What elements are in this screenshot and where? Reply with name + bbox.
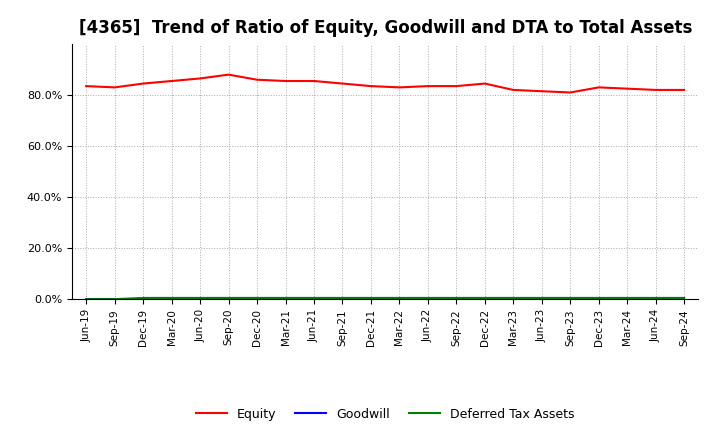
Equity bbox=[282, 78, 290, 84]
Equity bbox=[423, 84, 432, 89]
Goodwill bbox=[338, 297, 347, 302]
Deferred Tax Assets bbox=[82, 297, 91, 302]
Equity bbox=[196, 76, 204, 81]
Deferred Tax Assets bbox=[366, 295, 375, 301]
Deferred Tax Assets bbox=[595, 295, 603, 301]
Equity bbox=[566, 90, 575, 95]
Equity bbox=[595, 85, 603, 90]
Goodwill bbox=[282, 297, 290, 302]
Goodwill bbox=[652, 297, 660, 302]
Goodwill bbox=[196, 297, 204, 302]
Deferred Tax Assets bbox=[566, 295, 575, 301]
Equity bbox=[110, 85, 119, 90]
Deferred Tax Assets bbox=[537, 295, 546, 301]
Goodwill bbox=[623, 297, 631, 302]
Deferred Tax Assets bbox=[139, 295, 148, 301]
Deferred Tax Assets bbox=[452, 295, 461, 301]
Equity bbox=[680, 87, 688, 92]
Goodwill bbox=[452, 297, 461, 302]
Deferred Tax Assets bbox=[395, 295, 404, 301]
Line: Deferred Tax Assets: Deferred Tax Assets bbox=[86, 298, 684, 299]
Equity bbox=[623, 86, 631, 92]
Goodwill bbox=[423, 297, 432, 302]
Equity bbox=[480, 81, 489, 86]
Deferred Tax Assets bbox=[196, 295, 204, 301]
Equity bbox=[452, 84, 461, 89]
Deferred Tax Assets bbox=[680, 295, 688, 301]
Deferred Tax Assets bbox=[509, 295, 518, 301]
Deferred Tax Assets bbox=[338, 295, 347, 301]
Deferred Tax Assets bbox=[282, 295, 290, 301]
Goodwill bbox=[595, 297, 603, 302]
Goodwill bbox=[680, 297, 688, 302]
Goodwill bbox=[537, 297, 546, 302]
Equity bbox=[338, 81, 347, 86]
Equity bbox=[82, 84, 91, 89]
Title: [4365]  Trend of Ratio of Equity, Goodwill and DTA to Total Assets: [4365] Trend of Ratio of Equity, Goodwil… bbox=[78, 19, 692, 37]
Goodwill bbox=[110, 297, 119, 302]
Equity bbox=[310, 78, 318, 84]
Goodwill bbox=[395, 297, 404, 302]
Line: Equity: Equity bbox=[86, 75, 684, 92]
Equity bbox=[366, 84, 375, 89]
Deferred Tax Assets bbox=[225, 295, 233, 301]
Deferred Tax Assets bbox=[167, 295, 176, 301]
Legend: Equity, Goodwill, Deferred Tax Assets: Equity, Goodwill, Deferred Tax Assets bbox=[191, 403, 580, 425]
Deferred Tax Assets bbox=[623, 295, 631, 301]
Equity bbox=[509, 87, 518, 92]
Equity bbox=[253, 77, 261, 82]
Goodwill bbox=[480, 297, 489, 302]
Equity bbox=[167, 78, 176, 84]
Goodwill bbox=[509, 297, 518, 302]
Goodwill bbox=[366, 297, 375, 302]
Equity bbox=[395, 85, 404, 90]
Goodwill bbox=[167, 297, 176, 302]
Goodwill bbox=[139, 297, 148, 302]
Deferred Tax Assets bbox=[652, 295, 660, 301]
Equity bbox=[225, 72, 233, 77]
Equity bbox=[139, 81, 148, 86]
Deferred Tax Assets bbox=[423, 295, 432, 301]
Goodwill bbox=[566, 297, 575, 302]
Goodwill bbox=[82, 297, 91, 302]
Deferred Tax Assets bbox=[110, 297, 119, 302]
Goodwill bbox=[225, 297, 233, 302]
Deferred Tax Assets bbox=[480, 295, 489, 301]
Goodwill bbox=[310, 297, 318, 302]
Deferred Tax Assets bbox=[310, 295, 318, 301]
Deferred Tax Assets bbox=[253, 295, 261, 301]
Goodwill bbox=[253, 297, 261, 302]
Equity bbox=[652, 87, 660, 92]
Equity bbox=[537, 88, 546, 94]
